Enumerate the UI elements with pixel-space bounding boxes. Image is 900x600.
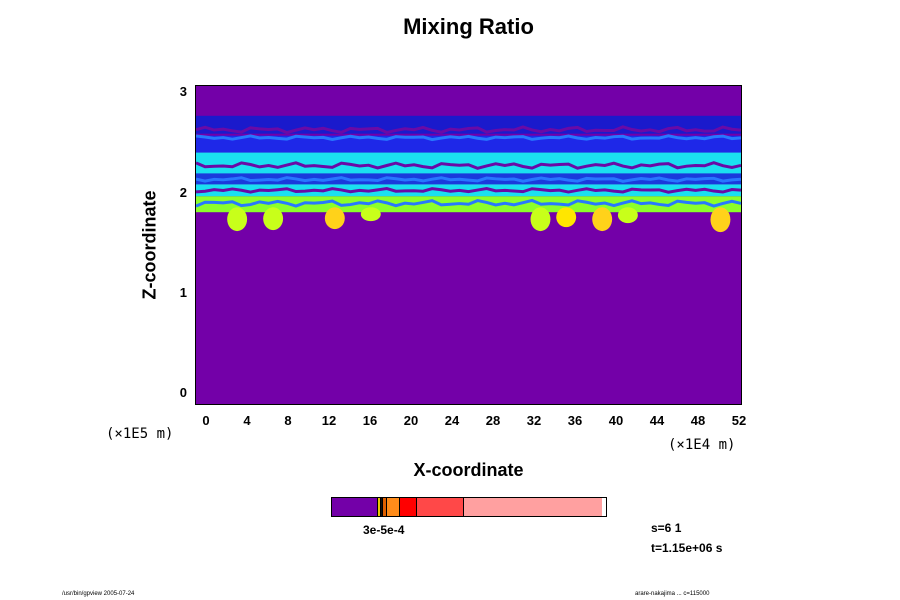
x-tick-label: 24 xyxy=(444,413,460,428)
x-tick-label: 0 xyxy=(202,413,210,428)
colorbar-segment xyxy=(398,498,417,516)
x-tick-label: 8 xyxy=(284,413,292,428)
x-tick-label: 48 xyxy=(690,413,706,428)
layer-edge xyxy=(196,187,741,194)
y-tick-label: 0 xyxy=(179,385,187,400)
footer-left: /usr/bin/gpview 2005-07-24 xyxy=(62,591,135,597)
colorbar-label: 3e-5e-4 xyxy=(363,523,405,537)
footer-right: arare-nakajima ... c=115000 xyxy=(635,591,710,597)
cloud-plume xyxy=(530,207,551,232)
cloud-plume xyxy=(227,207,248,232)
x-tick-label: 32 xyxy=(526,413,542,428)
heatmap-field xyxy=(196,115,741,233)
time-readout: t=1.15e+06 s xyxy=(651,541,723,555)
layer-edge xyxy=(196,125,741,135)
layer-edge xyxy=(196,198,741,208)
layer-edge xyxy=(196,176,741,183)
x-tick-label: 20 xyxy=(403,413,419,428)
x-tick-label: 12 xyxy=(321,413,337,428)
x-axis-label: X-coordinate xyxy=(413,460,524,480)
x-tick-label: 4 xyxy=(243,413,251,428)
x-tick-label: 52 xyxy=(731,413,747,428)
y-axis-label: Z-coordinate xyxy=(139,190,160,300)
chart-title: Mixing Ratio xyxy=(403,14,534,39)
cloud-plume xyxy=(710,207,731,233)
x-tick-label: 44 xyxy=(649,413,665,428)
colorbar-segment xyxy=(377,498,380,516)
colorbar-segment xyxy=(386,498,399,516)
colorbar-segment xyxy=(332,498,378,516)
x-tick-label: 16 xyxy=(362,413,378,428)
cloud-plume xyxy=(263,207,284,231)
layer-edge xyxy=(196,134,741,142)
plot-area xyxy=(195,85,742,405)
layer-edge xyxy=(196,161,741,170)
y-tick-label: 1 xyxy=(179,285,187,300)
cloud-plume xyxy=(592,207,613,232)
x-tick-label: 28 xyxy=(485,413,501,428)
cloud-plume xyxy=(617,207,638,224)
y-unit-label: (×1E5 m) xyxy=(106,426,174,442)
colorbar-segment xyxy=(381,498,387,516)
colorbar xyxy=(331,497,607,517)
colorbar-segment xyxy=(416,498,463,516)
x-tick-label: 36 xyxy=(567,413,583,428)
cloud-plume xyxy=(360,207,381,222)
x-tick-label: 40 xyxy=(608,413,624,428)
x-unit-label: (×1E4 m) xyxy=(668,437,736,453)
colorbar-segment xyxy=(379,498,382,516)
y-tick-label: 3 xyxy=(179,84,187,99)
y-tick-label: 2 xyxy=(179,185,187,200)
colorbar-segment xyxy=(462,498,602,516)
step-readout: s=6 1 xyxy=(651,521,682,535)
cloud-plume xyxy=(556,207,577,228)
cloud-plume xyxy=(324,207,345,230)
